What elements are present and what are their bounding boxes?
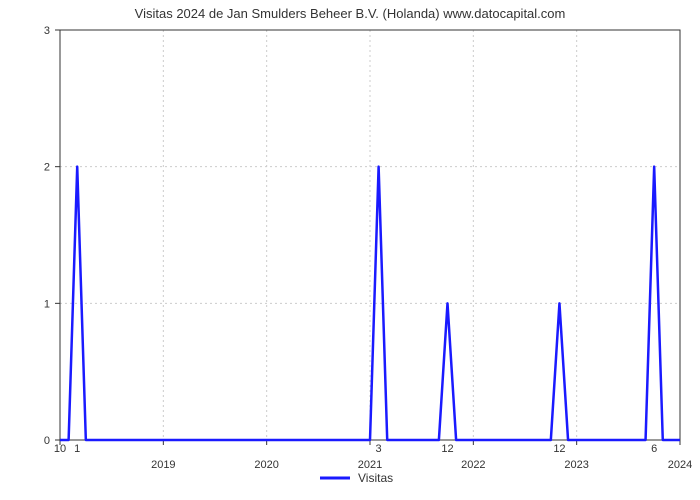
ytick-label: 0 <box>44 435 50 447</box>
data-point-label: 1 <box>74 443 80 455</box>
chart-title: Visitas 2024 de Jan Smulders Beheer B.V.… <box>135 6 566 21</box>
data-point-label: 3 <box>376 443 382 455</box>
data-point-label: 10 <box>54 443 66 455</box>
visits-chart: 0123201920202021202220232024101312126Vis… <box>0 0 700 500</box>
data-point-label: 12 <box>441 443 453 455</box>
xtick-label: 2021 <box>358 459 382 471</box>
xtick-label: 2024 <box>668 459 692 471</box>
ytick-label: 2 <box>44 162 50 174</box>
data-point-label: 6 <box>651 443 657 455</box>
chart-svg: 0123201920202021202220232024101312126Vis… <box>0 0 700 500</box>
xtick-label: 2019 <box>151 459 175 471</box>
data-point-label: 12 <box>553 443 565 455</box>
xtick-label: 2020 <box>254 459 278 471</box>
xtick-label: 2022 <box>461 459 485 471</box>
xtick-label: 2023 <box>564 459 588 471</box>
legend-label: Visitas <box>358 471 393 485</box>
ytick-label: 1 <box>44 298 50 310</box>
chart-bg <box>0 0 700 500</box>
ytick-label: 3 <box>44 25 50 37</box>
